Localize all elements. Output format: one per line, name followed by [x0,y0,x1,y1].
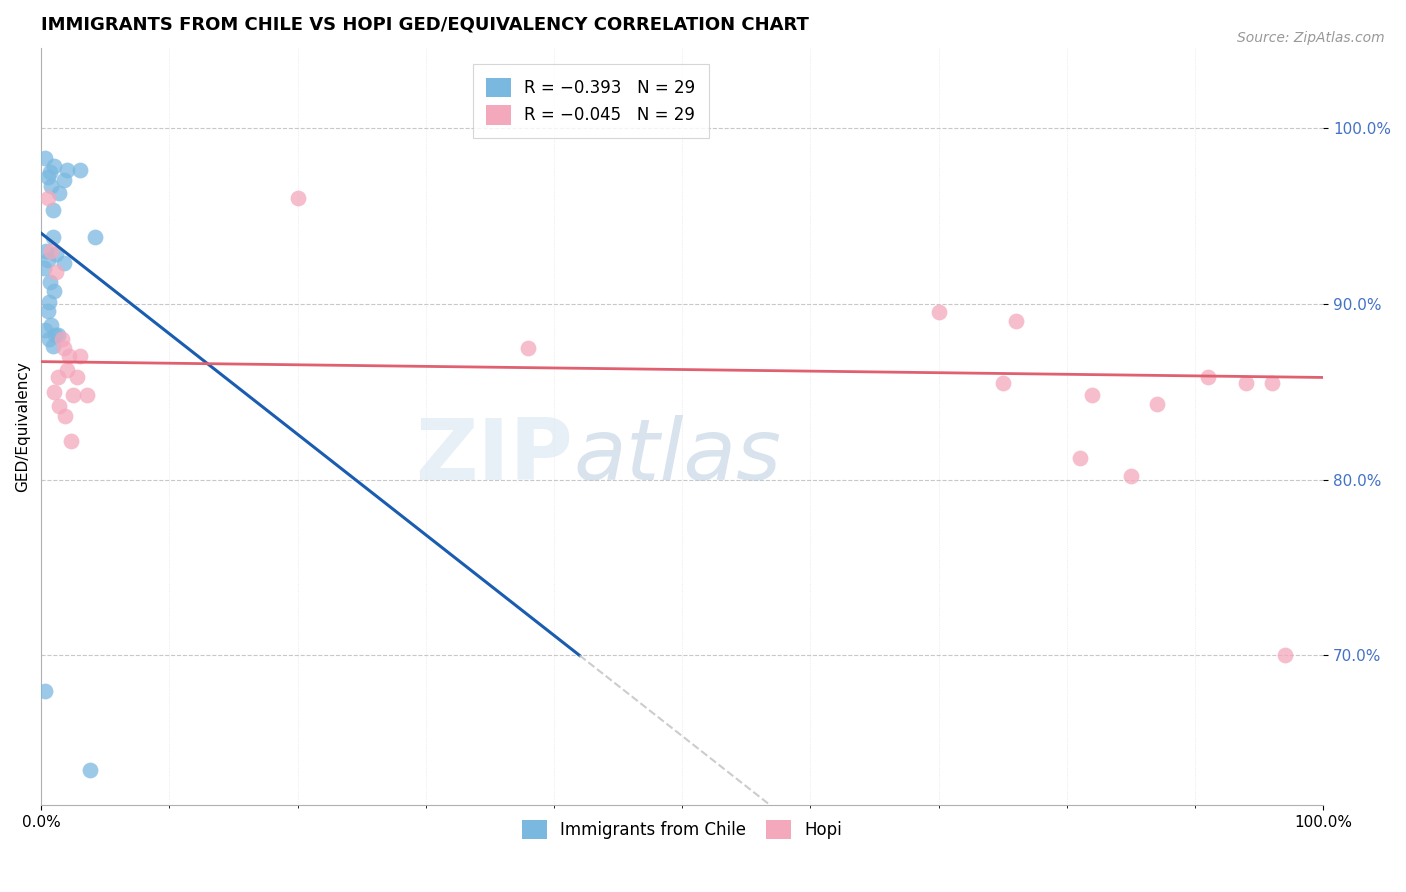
Point [42,285,65,299]
Point [44,328,66,343]
Point [46,370,69,384]
Point [84,229,107,244]
Point [48,186,70,200]
Point [1146,397,1168,411]
Point [34,151,56,165]
Point [37,191,59,205]
Point [287,191,309,205]
Point [53,173,76,187]
Point [53,341,76,355]
Point [55,409,77,424]
Point [37,303,59,318]
Point [59,434,82,448]
Point [55,162,77,177]
Point [1197,370,1219,384]
Point [928,305,950,319]
Text: atlas: atlas [574,416,782,499]
Point [41,244,63,258]
Point [42,159,65,173]
Text: IMMIGRANTS FROM CHILE VS HOPI GED/EQUIVALENCY CORRELATION CHART: IMMIGRANTS FROM CHILE VS HOPI GED/EQUIVA… [41,15,808,33]
Point [1004,314,1026,328]
Text: ZIP: ZIP [415,416,574,499]
Point [37,252,59,267]
Point [34,323,56,337]
Point [1119,469,1142,483]
Point [58,349,80,363]
Point [41,203,63,218]
Point [48,399,70,413]
Point [46,328,69,343]
Text: Source: ZipAtlas.com: Source: ZipAtlas.com [1237,31,1385,45]
Point [41,318,63,332]
Point [69,349,91,363]
Point [79,763,101,777]
Point [517,341,540,355]
Point [38,294,60,309]
Point [62,388,84,402]
Point [34,683,56,698]
Point [55,363,77,377]
Y-axis label: GED/Equivalency: GED/Equivalency [15,361,30,492]
Point [41,229,63,244]
Point [991,376,1014,390]
Point [1081,388,1104,402]
Point [45,247,67,261]
Point [66,370,89,384]
Point [69,162,91,177]
Legend: Immigrants from Chile, Hopi: Immigrants from Chile, Hopi [516,814,849,846]
Point [1069,451,1091,466]
Point [1274,648,1296,663]
Point [39,276,62,290]
Point [1234,376,1257,390]
Point [35,244,58,258]
Point [32,261,55,276]
Point [51,332,73,346]
Point [41,178,63,193]
Point [42,384,65,399]
Point [1261,376,1284,390]
Point [41,339,63,353]
Point [76,388,98,402]
Point [45,265,67,279]
Point [37,169,59,184]
Point [38,332,60,346]
Point [53,256,76,270]
Point [39,164,62,178]
